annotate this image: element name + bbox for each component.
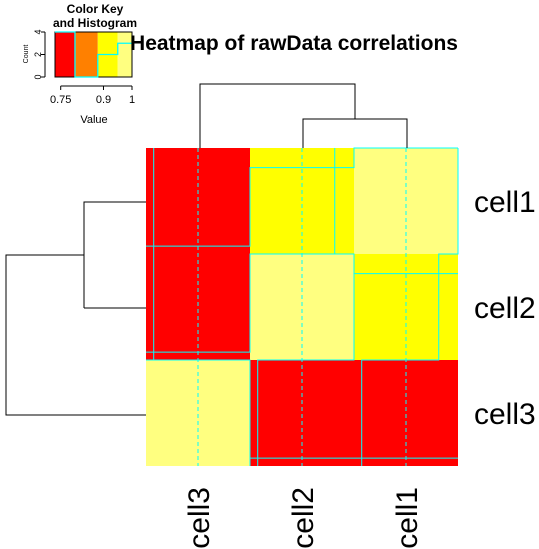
row-label-cell2: cell2 — [474, 292, 536, 325]
heatmap-cell-cell2-cell3 — [146, 254, 250, 360]
row-dendrogram — [5, 201, 146, 416]
heatmap-cell-cell3-cell1 — [354, 360, 458, 466]
color-key-xtick-label: 0.9 — [96, 94, 111, 106]
col-trace-cell2 — [257, 148, 355, 466]
row-trace-cell1 — [146, 147, 458, 247]
dendrograms — [5, 83, 408, 416]
heatmap-cell-cell3-cell3 — [146, 360, 250, 466]
color-key-xtick-label: 1 — [129, 94, 135, 106]
heatmap-cell-cell3-cell2 — [250, 360, 354, 466]
color-key-ylabel: Count — [23, 45, 30, 64]
row-trace-cell2 — [146, 253, 458, 353]
trace-lines — [146, 147, 459, 466]
color-key-subtitle: and Histogram — [53, 16, 137, 30]
color-key-histogram — [55, 31, 132, 78]
color-key-title: Color Key — [67, 2, 124, 16]
color-key-ytick-label: 0 — [33, 74, 43, 79]
col-dendrogram — [199, 83, 408, 148]
row-label-cell3: cell3 — [474, 398, 536, 431]
row-label-cell1: cell1 — [474, 186, 536, 219]
col-label-cell1: cell1 — [391, 487, 424, 549]
col-label-cell3: cell3 — [183, 487, 216, 549]
heatmap-cell-cell2-cell2 — [250, 254, 354, 360]
heatmap-cells — [146, 148, 458, 466]
color-key-ytick-label: 4 — [33, 29, 43, 34]
col-trace-cell1 — [361, 148, 459, 466]
heatmap-cell-cell2-cell1 — [354, 254, 458, 360]
chart-title: Heatmap of rawData correlations — [130, 32, 458, 55]
color-key-bin-1 — [55, 32, 75, 77]
color-key-xtick-label: 0.75 — [50, 94, 71, 106]
col-label-cell2: cell2 — [287, 487, 320, 549]
color-key-bin-2 — [74, 32, 98, 77]
row-trace-cell3 — [146, 359, 458, 459]
color-key-xlabel: Value — [80, 114, 107, 126]
color-key-ytick-label: 2 — [33, 52, 43, 57]
